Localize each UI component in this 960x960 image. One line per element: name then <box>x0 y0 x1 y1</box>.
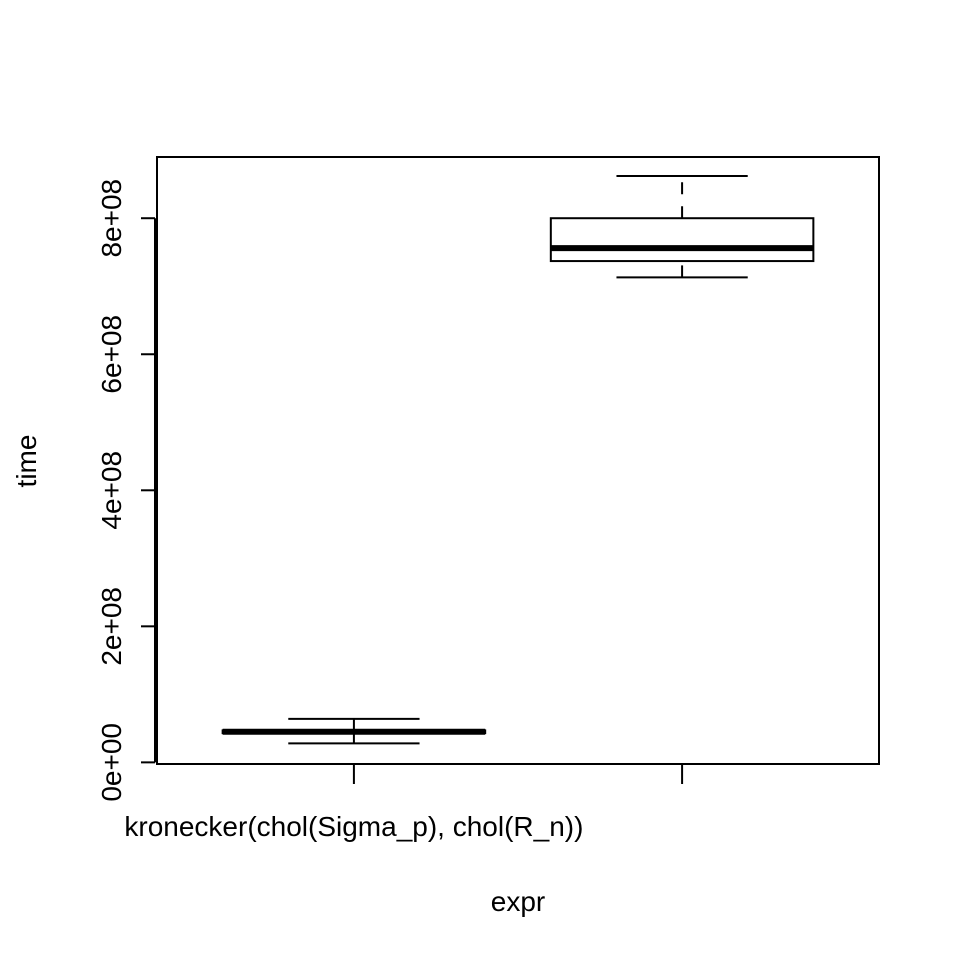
x-axis: kronecker(chol(Sigma_p), chol(R_n)) <box>124 764 684 842</box>
y-axis: 0e+00 2e+08 4e+08 6e+08 8e+08 <box>96 179 156 802</box>
y-tick-label: 6e+08 <box>96 315 127 394</box>
y-tick-label: 4e+08 <box>96 451 127 530</box>
y-axis-title: time <box>11 435 42 488</box>
iqr-box <box>549 217 815 263</box>
y-tick-label: 2e+08 <box>96 587 127 666</box>
box-group <box>221 717 487 745</box>
y-tick-label: 0e+00 <box>96 723 127 802</box>
boxes <box>221 175 815 745</box>
x-axis-title: expr <box>491 886 545 917</box>
box-group <box>549 175 815 279</box>
x-tick-label: kronecker(chol(Sigma_p), chol(R_n)) <box>124 811 583 842</box>
y-tick-label: 8e+08 <box>96 179 127 258</box>
plot-frame <box>156 156 880 765</box>
